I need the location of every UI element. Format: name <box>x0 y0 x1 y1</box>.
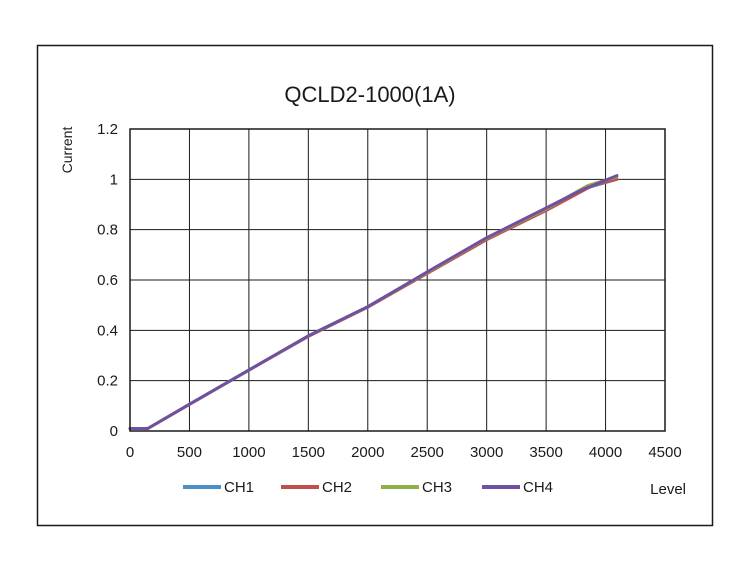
x-tick-label: 1000 <box>232 444 265 461</box>
y-axis-label: Current <box>59 127 75 174</box>
y-tick-label: 1.2 <box>97 121 118 138</box>
chart-frame <box>36 44 714 527</box>
x-tick-label: 4500 <box>648 444 681 461</box>
legend-label: CH3 <box>422 479 452 496</box>
x-axis-label: Level <box>650 481 686 498</box>
series-line-ch4 <box>128 174 619 430</box>
x-tick-label: 2500 <box>411 444 444 461</box>
series-lines <box>128 174 619 430</box>
legend: CH1 CH2 CH3 CH4 <box>183 479 553 496</box>
legend-label: CH4 <box>523 479 553 496</box>
x-tick-label: 4000 <box>589 444 622 461</box>
x-tick-label: 3500 <box>529 444 562 461</box>
y-tick-label: 0.8 <box>97 222 118 239</box>
x-tick-label: 1500 <box>292 444 325 461</box>
x-tick-label: 0 <box>126 444 134 461</box>
plot-area-border <box>129 128 666 432</box>
tick-labels: 0 500 1000 1500 2000 2500 3000 3500 4000 4500 0 0.2… <box>97 121 682 461</box>
x-tick-label: 2000 <box>351 444 384 461</box>
x-tick-label: 3000 <box>470 444 503 461</box>
y-tick-label: 0.4 <box>97 322 118 339</box>
chart-title: QCLD2-1000(1A) <box>284 82 455 107</box>
y-tick-label: 1 <box>110 171 118 188</box>
x-tick-label: 500 <box>177 444 202 461</box>
y-tick-label: 0.6 <box>97 272 118 289</box>
legend-label: CH1 <box>224 479 254 496</box>
y-tick-label: 0 <box>110 423 118 440</box>
y-tick-label: 0.2 <box>97 373 118 390</box>
legend-label: CH2 <box>322 479 352 496</box>
